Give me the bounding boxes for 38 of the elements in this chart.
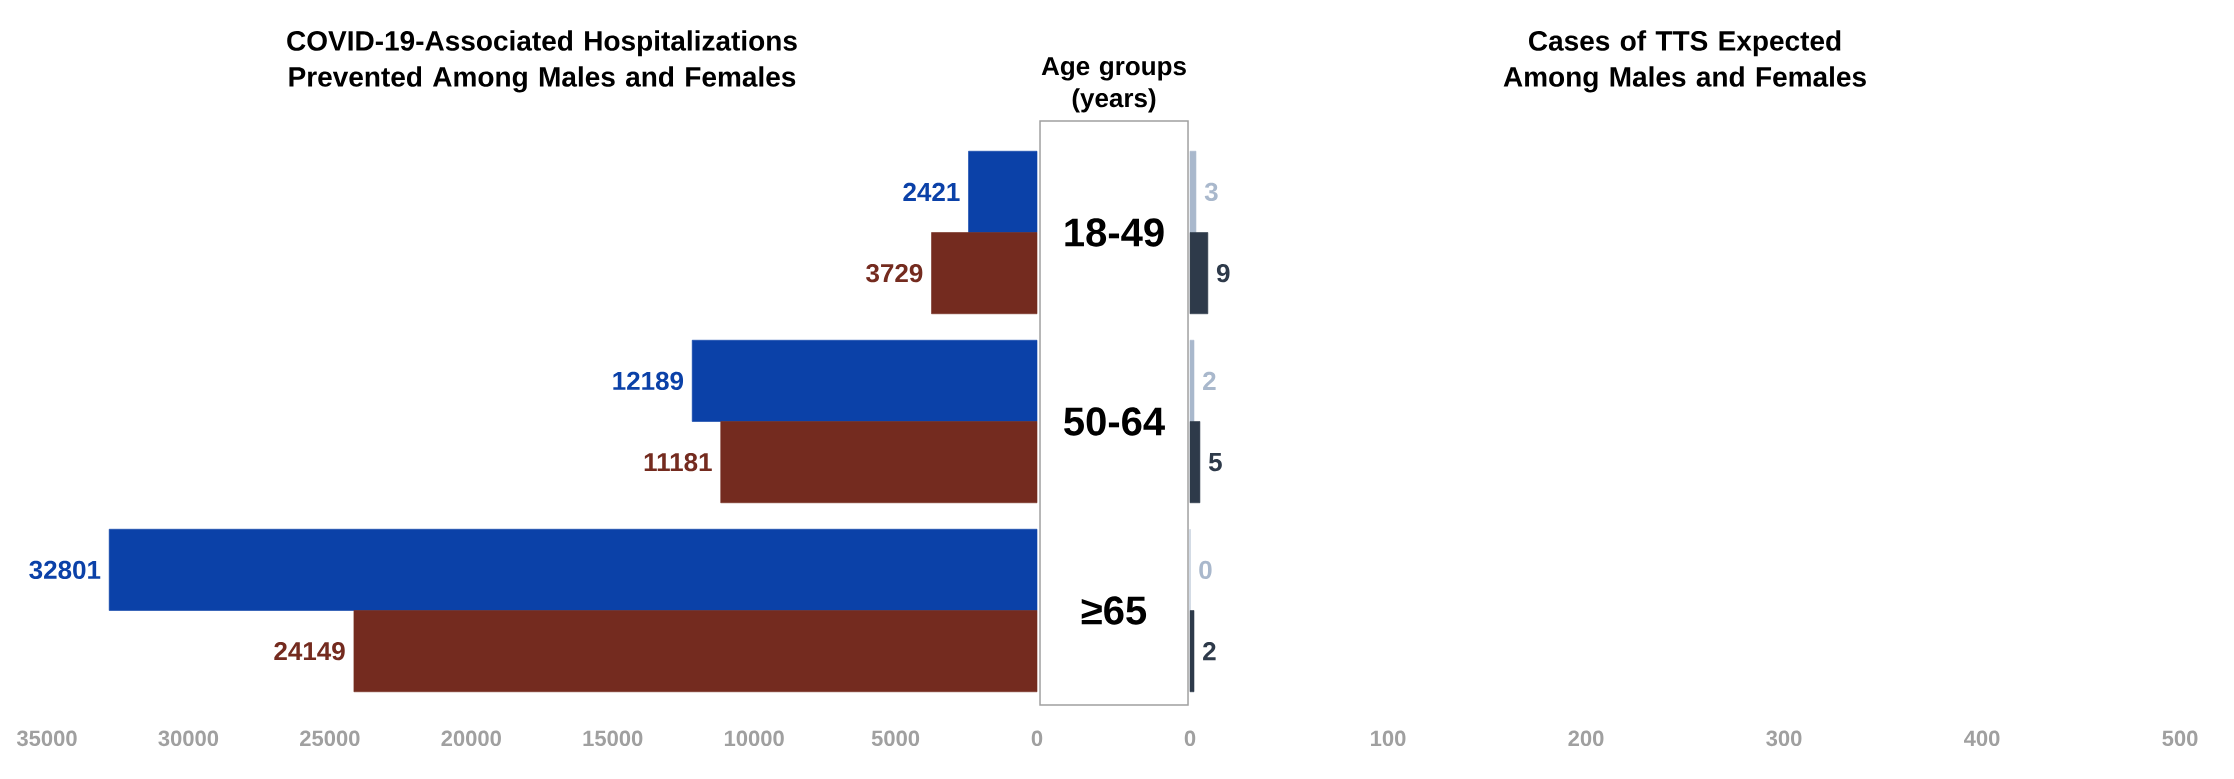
x-tick-label: 15000 (583, 730, 643, 747)
data-label: 3 (1204, 182, 1218, 202)
chart-title: Cases of TTS Expected Among Males and Females (1503, 30, 1866, 93)
x-tick-label: 100 (1371, 730, 1406, 747)
x-tick-label: 5000 (871, 730, 920, 747)
x-tick-label: 200 (1568, 730, 1604, 747)
y-tick-label: 50-64 (1064, 407, 1165, 436)
bar (108, 528, 1038, 611)
chart-title: COVID-19-Associated Hospitalizations Prevented Among Males and Females (287, 30, 797, 93)
x-tick-label: 30000 (158, 730, 219, 747)
x-tick-label: 0 (1184, 730, 1196, 747)
data-label: 0 (1199, 560, 1212, 580)
bar (720, 421, 1038, 504)
data-label: 11181 (644, 452, 712, 472)
bar (968, 150, 1038, 233)
data-label: 9 (1216, 263, 1230, 283)
x-tick-label: 0 (1031, 730, 1043, 747)
x-tick-label: 25000 (300, 730, 360, 747)
data-label: 2 (1203, 371, 1216, 390)
data-label: 2 (1203, 642, 1216, 661)
x-tick-label: 20000 (441, 730, 501, 747)
bar (353, 610, 1038, 693)
bar (691, 339, 1038, 422)
x-tick-label: 300 (1766, 730, 1802, 747)
x-tick-label: 35000 (16, 730, 77, 747)
x-tick-label: 500 (2162, 730, 2198, 747)
data-label: 12189 (613, 371, 684, 391)
bar (931, 232, 1038, 315)
x-tick-label: 10000 (724, 730, 784, 747)
data-label: 2421 (903, 182, 960, 201)
y-axis-title: Age groups (years) (1041, 57, 1186, 113)
data-label: 5 (1208, 453, 1222, 472)
data-label: 32801 (29, 560, 101, 580)
x-tick-label: 400 (1964, 730, 2000, 747)
y-tick-label: 18-49 (1065, 218, 1164, 247)
data-label: 3729 (866, 263, 923, 283)
y-tick-label: ≥65 (1081, 596, 1147, 625)
data-label: 24149 (274, 641, 345, 661)
